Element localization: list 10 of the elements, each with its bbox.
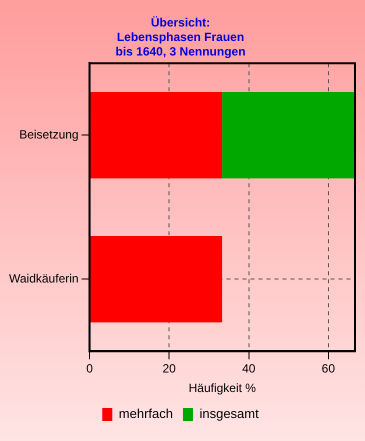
x-tick-label: 60 xyxy=(322,362,336,376)
x-axis-title: Häufigkeit % xyxy=(188,381,256,396)
chart-title: Übersicht: Lebensphasen Frauen bis 1640, 3 Nennungen xyxy=(115,16,246,58)
y-tick-label: Waidkäuferin xyxy=(8,272,79,286)
y-tick-label: Beisetzung xyxy=(19,128,79,142)
x-tick-label: 20 xyxy=(162,362,176,376)
legend-label: insgesamt xyxy=(199,406,260,422)
legend-label: mehrfach xyxy=(118,406,173,422)
x-tick-label: 0 xyxy=(86,362,94,376)
x-tick-label: 40 xyxy=(242,362,256,376)
